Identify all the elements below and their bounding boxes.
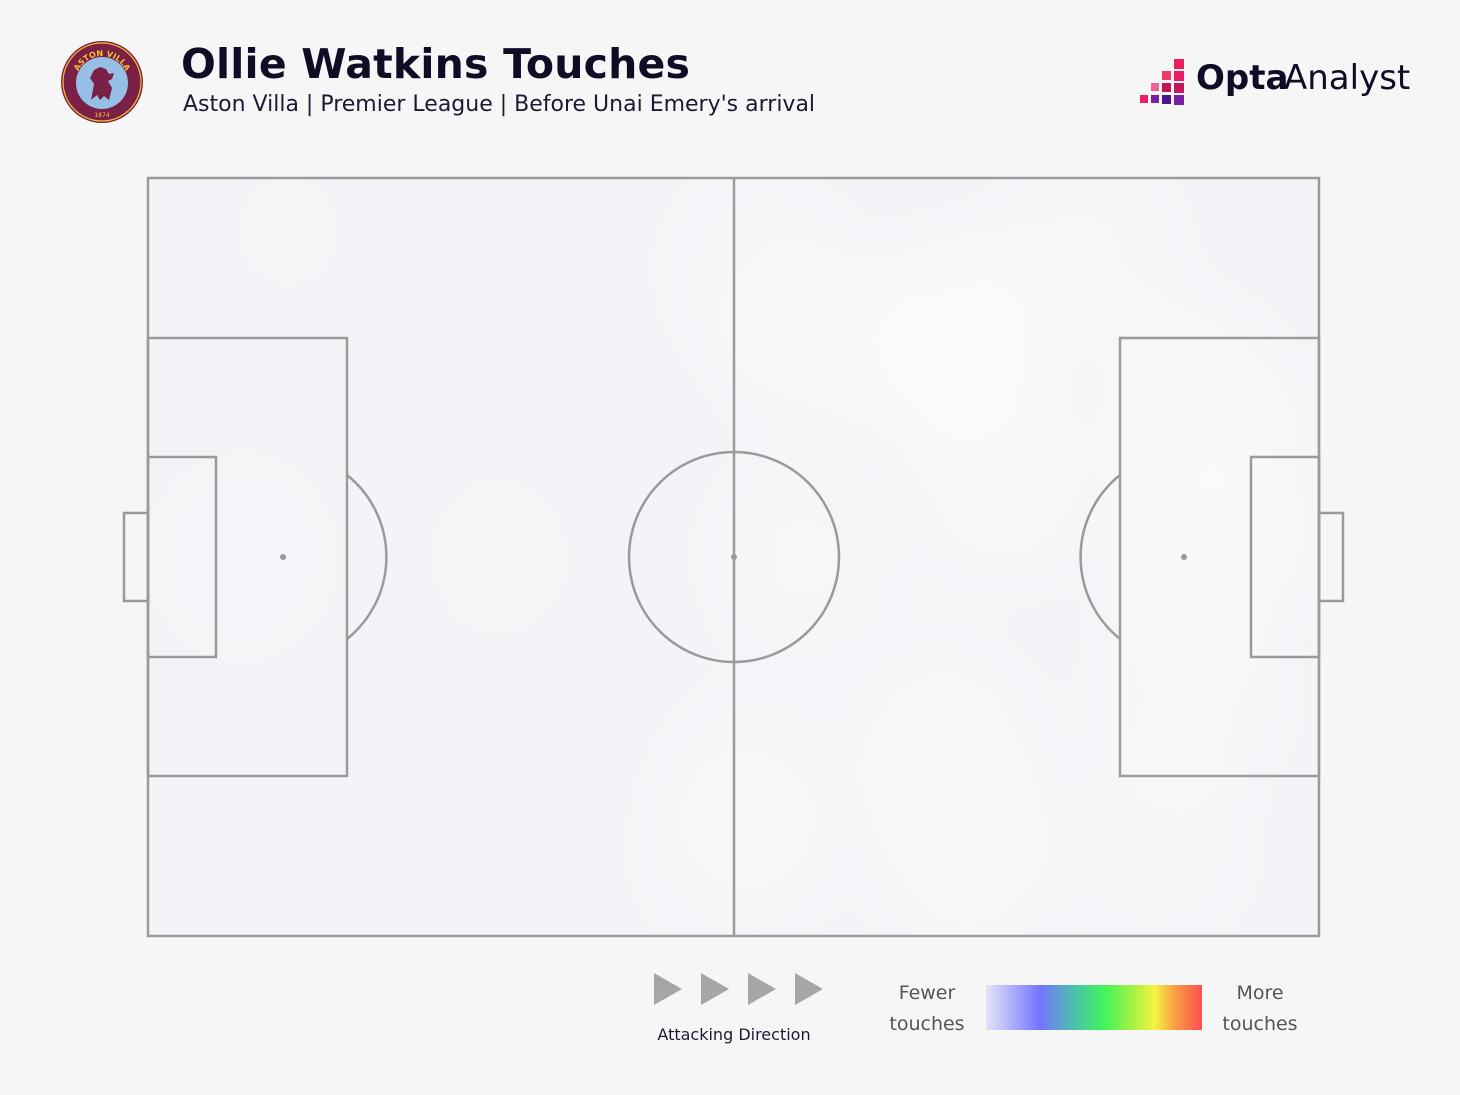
right-penalty-arc xyxy=(1079,474,1121,640)
heatmap-hotspot xyxy=(404,452,595,662)
brand-name-light: Analyst xyxy=(1284,58,1411,98)
heatmap-hotspot xyxy=(907,376,1098,587)
play-arrow-icon xyxy=(701,973,729,1005)
play-arrow-icon xyxy=(654,973,682,1005)
brand-name-strong: Opta xyxy=(1196,58,1289,98)
aston-villa-crest: ASTON VILLA 1874 xyxy=(61,41,143,123)
legend-low-label: Fewer touches xyxy=(889,982,965,1035)
page-title: Ollie Watkins Touches xyxy=(181,40,691,88)
attacking-direction-label: Attacking Direction xyxy=(657,1025,811,1044)
centre-spot xyxy=(731,554,737,560)
left-penalty-arc xyxy=(346,474,388,640)
pitch-heatmap xyxy=(122,176,1345,938)
heatmap-hotspot xyxy=(872,755,1063,936)
page-subtitle: Aston Villa | Premier League | Before Un… xyxy=(183,92,816,117)
attacking-direction-arrows xyxy=(654,973,823,1005)
opta-mark-icon xyxy=(1140,59,1184,105)
right-penalty-spot xyxy=(1181,554,1187,560)
legend-color-scale xyxy=(986,985,1202,1030)
crest-year: 1874 xyxy=(94,112,109,119)
lion-icon xyxy=(90,67,114,100)
heatmap-hotspot xyxy=(708,452,899,662)
heatmap-hotspot xyxy=(1188,376,1319,587)
opta-analyst-logo: Opta Analyst xyxy=(1136,55,1410,110)
play-arrow-icon xyxy=(748,973,776,1005)
right-goal xyxy=(1317,511,1345,603)
legend-high-label: More touches xyxy=(1222,982,1298,1035)
centre-circle xyxy=(627,450,841,664)
heatmap-hotspot xyxy=(661,178,852,374)
heatmap-hotspot xyxy=(1060,740,1251,936)
play-arrow-icon xyxy=(795,973,823,1005)
heatmap-hotspot xyxy=(148,452,337,662)
heatmap-hotspot xyxy=(989,178,1180,359)
left-penalty-spot xyxy=(280,554,286,560)
left-goal xyxy=(122,511,150,603)
